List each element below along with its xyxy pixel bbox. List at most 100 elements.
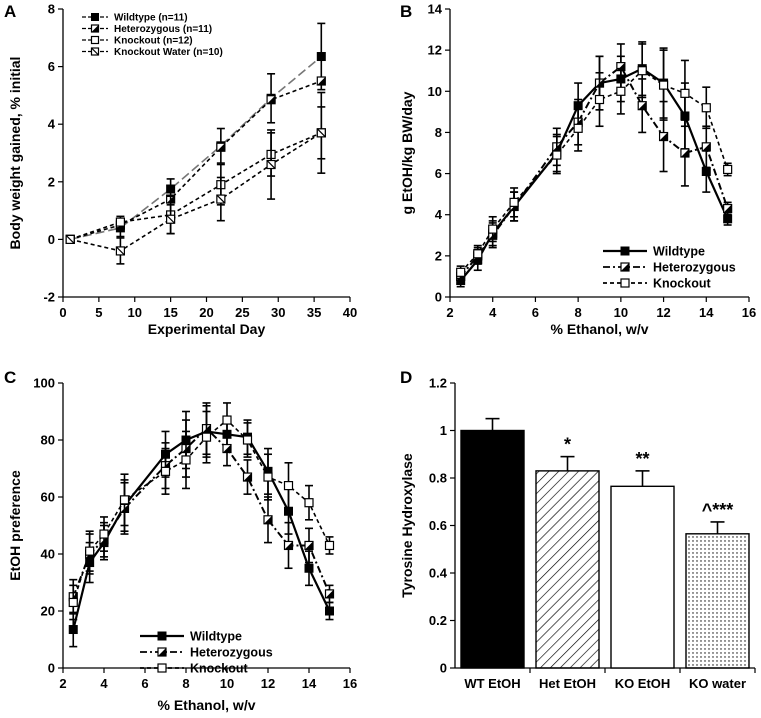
y-tick-label: 60 (41, 490, 55, 505)
data-point (723, 203, 733, 214)
significance-label: ^*** (702, 500, 734, 520)
panel-letter-b: B (400, 2, 412, 21)
y-tick-label: 8 (48, 2, 55, 17)
data-point-fill (267, 95, 276, 104)
data-point (263, 515, 273, 525)
legend-marker (91, 13, 99, 21)
legend-marker (620, 278, 630, 288)
legend-marker (620, 246, 630, 256)
x-axis-title: Experimental Day (148, 321, 266, 337)
x-tick-label: 0 (59, 305, 66, 320)
x-tick-label: 25 (235, 305, 249, 320)
data-point-fill (317, 77, 326, 85)
data-point (456, 267, 466, 277)
y-tick-label: 8 (435, 125, 442, 140)
data-point (325, 606, 334, 616)
data-point (166, 184, 176, 194)
x-tick-label: 14 (699, 305, 714, 320)
y-tick-label: 20 (41, 604, 55, 619)
data-point (201, 432, 212, 442)
series-knockout (68, 402, 335, 621)
data-point (473, 249, 483, 259)
data-point-slash (115, 246, 125, 256)
data-point (324, 540, 335, 551)
x-tick-label: 20 (199, 305, 213, 320)
series-heterozygous (65, 76, 326, 244)
series-heterozygous (68, 402, 335, 615)
data-point-slash (166, 214, 176, 224)
x-tick-label: 8 (575, 305, 582, 320)
y-tick-label: 0 (48, 232, 55, 247)
data-point (680, 88, 690, 98)
y-axis-title: Body weight gained, % initial (7, 57, 23, 250)
data-point (216, 194, 226, 204)
data-point-slash (266, 160, 276, 169)
data-point (68, 625, 78, 635)
legend-label: Knockout Water (n=10) (114, 47, 223, 58)
data-point (723, 214, 733, 224)
data-point (242, 435, 253, 445)
legend-label: Wildtype (n=11) (114, 13, 188, 24)
data-point (552, 150, 562, 160)
data-point (65, 234, 75, 244)
legend-marker (157, 647, 167, 657)
y-tick-label: 2 (435, 248, 442, 263)
data-point (160, 466, 171, 476)
legend-label: Wildtype (190, 630, 242, 644)
x-tick-label: 2 (59, 676, 66, 691)
legend-label: Heterozygous (653, 261, 736, 275)
legend-marker (90, 35, 100, 45)
x-tick-label: 10 (128, 305, 142, 320)
bar-het-etoh (535, 470, 600, 669)
data-point-fill (723, 204, 732, 213)
y-tick-label: 1 (440, 423, 447, 438)
data-point-fill (305, 541, 313, 550)
data-point (68, 597, 78, 608)
x-tick-label: 16 (742, 305, 756, 320)
data-point-fill (680, 149, 689, 157)
x-tick-label: 4 (489, 305, 497, 320)
data-point (304, 563, 314, 573)
y-tick-label: 0.6 (429, 518, 447, 533)
data-point (222, 415, 232, 425)
y-tick-label: 0.8 (429, 471, 447, 486)
y-tick-label: 6 (48, 59, 55, 74)
data-point (263, 472, 273, 482)
x-tick-label: 6 (532, 305, 539, 320)
legend-label: Heterozygous (n=11) (114, 24, 212, 35)
x-axis-title: % Ethanol, w/v (550, 321, 648, 337)
data-point (119, 495, 130, 505)
data-point-slash (65, 234, 75, 244)
legend-label: Wildtype (653, 245, 705, 259)
series-line (70, 55, 322, 241)
data-point (222, 443, 232, 454)
data-point-fill (216, 143, 225, 152)
series-line (70, 132, 322, 252)
data-point (723, 164, 733, 175)
chart-d: 0 0.2 0.4 0.6 0.8 1 1.2 Tyrosine Hydroxylase WT … (399, 376, 756, 691)
series-line (72, 430, 331, 630)
y-tick-label: 12 (428, 43, 442, 58)
panel-letter-d: D (400, 368, 412, 387)
y-tick-label: 0.4 (429, 566, 448, 581)
data-point-fill (702, 142, 711, 151)
y-tick-label: 40 (41, 547, 55, 562)
data-point (701, 103, 711, 113)
bar-ko-etoh (610, 485, 675, 669)
data-point (594, 94, 605, 105)
chart-a: -2 0 2 4 6 8 0 5 10 15 20 25 30 35 40 Experimental Day B… (7, 2, 357, 338)
x-tick-label: 2 (446, 305, 453, 320)
y-tick-label: 6 (435, 166, 442, 181)
data-point-fill (243, 473, 252, 482)
x-tick-label: KO EtOH (615, 676, 671, 691)
data-point-slash (216, 194, 226, 204)
legend-marker (90, 24, 100, 33)
data-point-fill (638, 101, 647, 110)
series-line (69, 132, 322, 241)
data-point-slash (316, 128, 326, 138)
legend-marker-fill (158, 648, 166, 656)
x-tick-label: 14 (302, 676, 317, 691)
legend-marker (620, 262, 630, 272)
